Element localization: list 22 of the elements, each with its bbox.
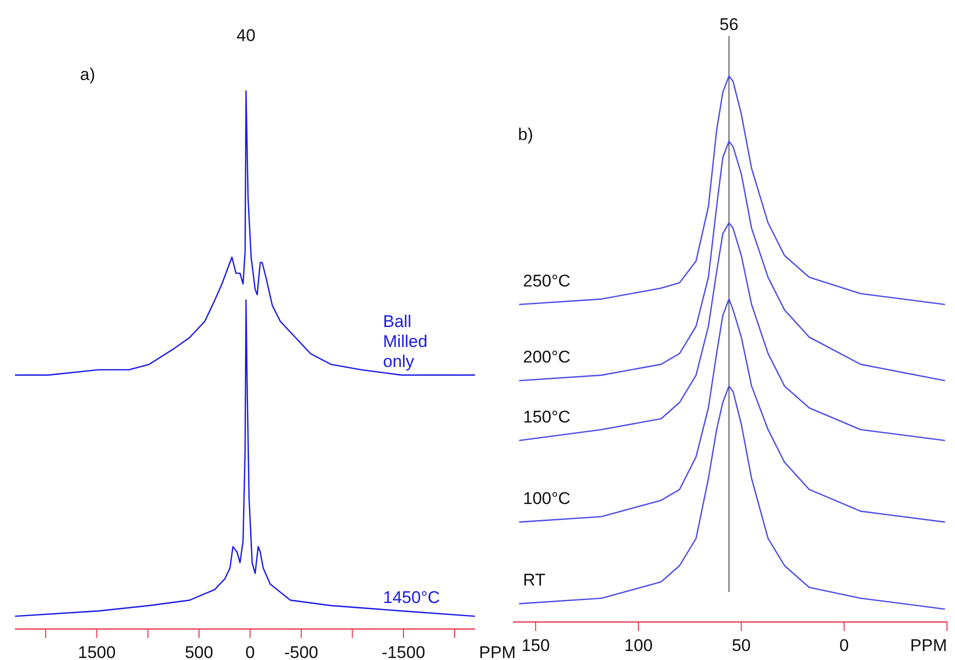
ref-line-label: 56 <box>720 15 738 34</box>
x-tick-label: 50 <box>732 636 751 655</box>
x-axis-title: PPM <box>479 643 516 660</box>
series-label: Ball Milled only <box>383 312 428 372</box>
x-tick-label: 500 <box>184 643 214 660</box>
series-label: RT <box>523 570 546 590</box>
x-axis-title: PPM <box>910 636 947 655</box>
x-tick-label: 100 <box>624 636 653 655</box>
x-tick-label: 0 <box>839 636 849 655</box>
text: b) <box>518 125 534 144</box>
x-tick-label: -1500 <box>382 643 426 660</box>
series-label: 1450°C <box>383 588 440 607</box>
chart-title: a) <box>80 65 96 84</box>
x-tick-label: 150 <box>521 636 550 655</box>
series-label: 100°C <box>523 489 570 508</box>
x-tick-label: 1500 <box>78 643 116 660</box>
x-tick-label: 0 <box>245 643 255 660</box>
series-label: 200°C <box>523 348 570 367</box>
series-label: 250°C <box>523 271 570 290</box>
x-tick-label: -500 <box>284 643 318 660</box>
annotation: 40 <box>236 26 256 45</box>
series-label: 150°C <box>523 407 570 426</box>
